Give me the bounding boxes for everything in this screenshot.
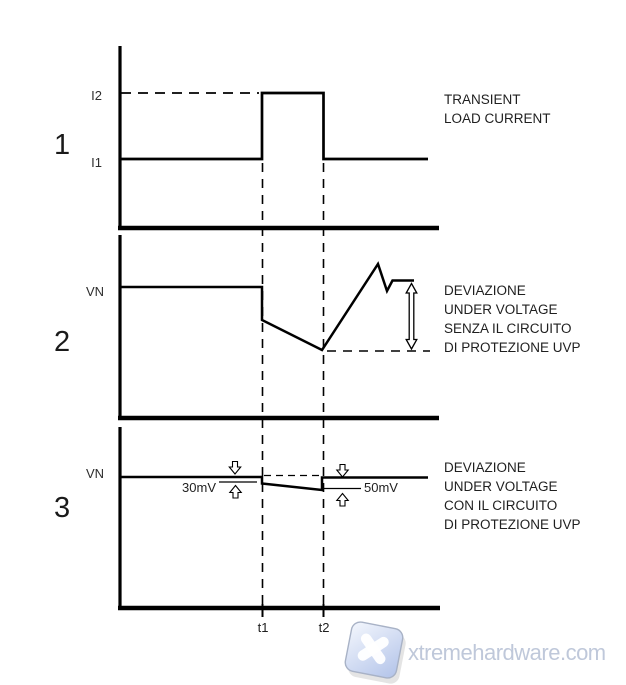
panel3-annotation-line4: DI PROTEZIONE UVP	[444, 517, 581, 532]
t2-label: t2	[319, 620, 330, 635]
t1-label: t1	[258, 620, 269, 635]
panel3-annotation-line1: DEVIAZIONE	[444, 460, 526, 475]
time-axis-labels: t1 t2	[258, 604, 330, 635]
panel1-annotation-line2: LOAD CURRENT	[444, 111, 551, 126]
voltage-waveform-with-uvp	[120, 475, 428, 492]
30mv-down-arrow-icon	[228, 460, 242, 475]
panel3-number: 3	[54, 492, 70, 524]
panel2-vn-label: VN	[86, 284, 104, 299]
panel2-voltage-graph-no-uvp: 2 VN DEVIAZIONE UNDER VOLTAGE SENZA IL C…	[54, 235, 581, 421]
50mv-down-arrow-icon	[335, 463, 350, 478]
panel3-annotation-line3: CON IL CIRCUITO	[444, 498, 557, 513]
50mv-label: 50mV	[364, 480, 398, 495]
panel2-number: 2	[54, 326, 70, 358]
panel2-annotation-line3: SENZA IL CIRCUITO	[444, 321, 572, 336]
panel1-current-graph: 1 I2 I1 TRANSIENT LOAD CURRENT	[54, 46, 551, 231]
watermark: xtremehardware.com	[344, 621, 606, 684]
panel2-annotation-line4: DI PROTEZIONE UVP	[444, 340, 581, 355]
i1-label: I1	[91, 155, 102, 170]
deviation-double-arrow-icon	[405, 282, 418, 351]
panel3-voltage-graph-with-uvp: 3 VN 30mV 50mV DEVIAZIONE UNDER VOLTAGE …	[54, 427, 581, 611]
30mv-up-arrow-icon	[228, 484, 243, 499]
panel3-annotation-line2: UNDER VOLTAGE	[444, 479, 558, 494]
voltage-waveform-no-uvp	[120, 261, 414, 352]
panel1-annotation-line1: TRANSIENT	[444, 92, 521, 107]
current-pulse-waveform	[120, 91, 428, 161]
xtremehardware-logo-icon	[344, 621, 406, 684]
i2-label: I2	[91, 88, 102, 103]
watermark-text: xtremehardware.com	[408, 640, 606, 665]
panel2-annotation-line1: DEVIAZIONE	[444, 283, 526, 298]
50mv-up-arrow-icon	[335, 492, 350, 507]
30mv-label: 30mV	[182, 480, 216, 495]
panel2-annotation-line2: UNDER VOLTAGE	[444, 302, 558, 317]
panel1-number: 1	[54, 129, 70, 161]
logo-x-glyph	[357, 633, 389, 665]
panel3-vn-label: VN	[86, 466, 104, 481]
